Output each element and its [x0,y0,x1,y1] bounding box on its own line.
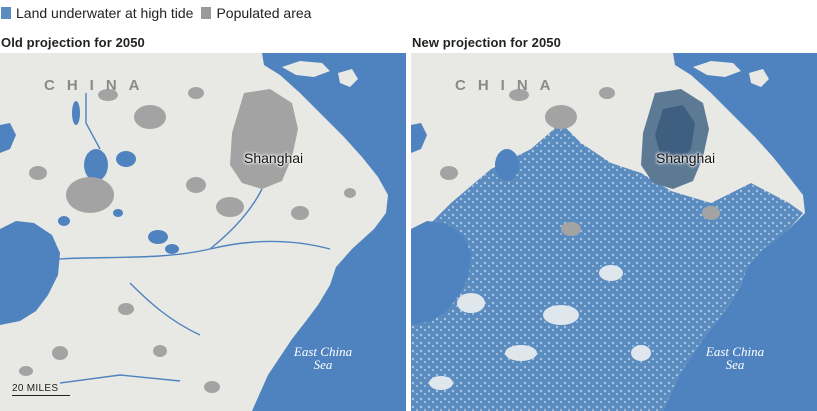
lake [113,209,123,217]
lake [72,101,80,125]
lake [148,230,168,244]
city-label-shanghai: Shanghai [244,150,304,166]
scale-label: 20 MILES [12,383,59,394]
map-old-projection: CHINA Shanghai East China Sea 20 MILES [0,53,406,411]
populated-areas [440,87,720,236]
sea-label: East China Sea [700,345,770,371]
sea-label: East China Sea [288,345,358,371]
scale-bar [12,395,70,396]
island [338,69,358,87]
city-label-shanghai: Shanghai [656,150,716,166]
island [749,69,769,87]
lake [411,221,471,325]
lake [84,149,108,181]
sea-label-line1: East China [705,344,765,359]
legend-label-flooded: Land underwater at high tide [16,5,194,21]
map-old-svg [0,53,406,411]
shanghai-flooded-inner [655,105,695,165]
sea-label-line1: East China [293,344,353,359]
flooded-swatch-icon [1,7,11,19]
legend-label-populated: Populated area [216,5,312,21]
lake [165,244,179,254]
populated-areas [19,87,356,393]
map-new-projection: CHINA Shanghai East China Sea [411,53,817,411]
rivers [19,93,331,384]
sea-label-line2: Sea [725,357,745,372]
panel-title-new: New projection for 2050 [412,35,561,50]
lake [0,123,16,153]
map-new-svg [411,53,817,411]
panel-title-old: Old projection for 2050 [1,35,145,50]
legend-item-flooded: Land underwater at high tide [1,5,193,21]
populated-swatch-icon [201,7,212,19]
sea-label-line2: Sea [313,357,333,372]
legend: Land underwater at high tide Populated a… [1,5,311,21]
island [693,61,741,77]
lake [411,123,427,153]
country-label: CHINA [455,77,563,94]
lake [495,149,519,181]
lake [0,221,60,325]
lake [116,151,136,167]
country-label: CHINA [44,77,152,94]
legend-item-populated: Populated area [201,5,311,21]
island [282,61,330,77]
dry-patches [429,265,651,390]
lake [58,216,70,226]
